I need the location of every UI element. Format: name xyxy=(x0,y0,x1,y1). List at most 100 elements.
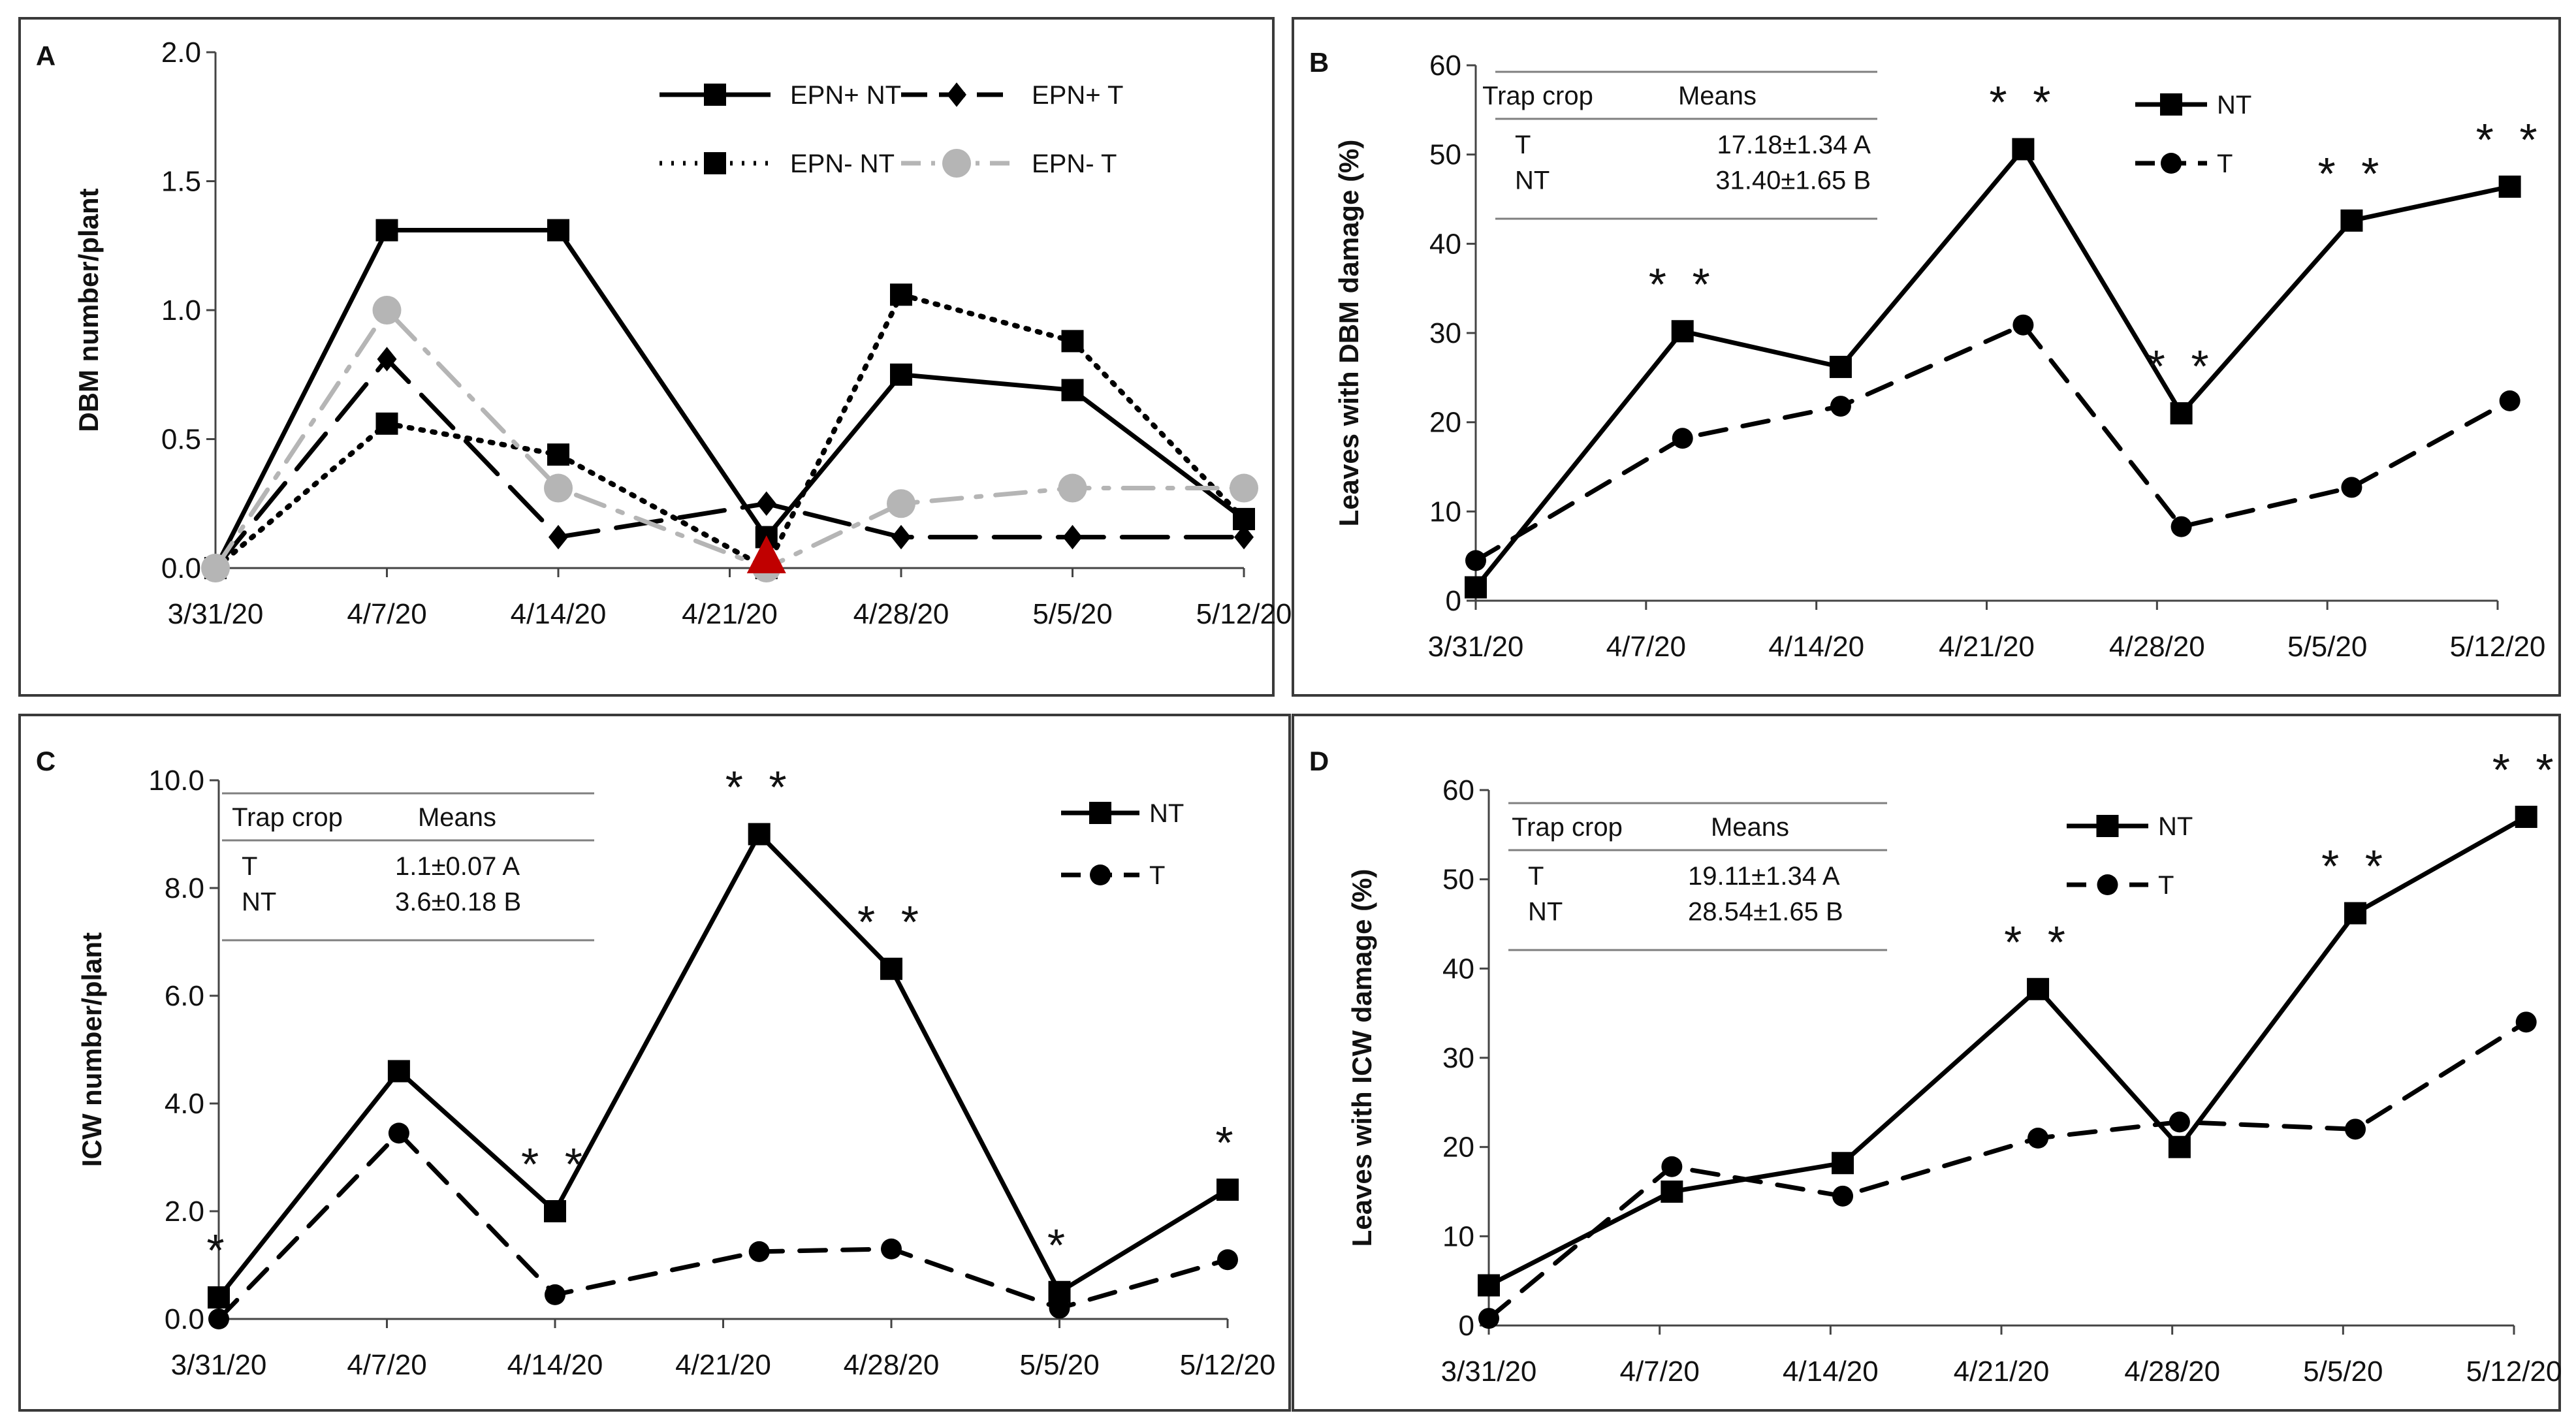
series-line xyxy=(216,1130,1230,1322)
y-tick-label: 2.0 xyxy=(165,1196,204,1228)
data-point xyxy=(1465,550,1486,571)
x-tick-label: 4/7/20 xyxy=(1606,631,1686,663)
data-point xyxy=(2168,1135,2191,1158)
x-tick-label: 3/31/20 xyxy=(1441,1356,1537,1388)
series-nt: NT xyxy=(1465,91,2521,599)
table-header: Trap crop xyxy=(232,803,343,832)
data-point xyxy=(1230,473,1258,503)
panel-D: D 0 10 20 30 40 50 60 3/31/20 4/7/20 4/14/20 4/21/2… xyxy=(1292,714,2562,1412)
series-line xyxy=(216,832,1230,1300)
y-tick-label: 30 xyxy=(1442,1042,1474,1074)
data-point xyxy=(547,443,569,466)
data-point xyxy=(2515,806,2537,828)
panel-C: C 0.0 2.0 4.0 6.0 8.0 10.0 3/31/20 4/7/20 4/14/20… xyxy=(18,714,1291,1412)
x-tick-label: 5/5/20 xyxy=(2287,631,2367,663)
data-point xyxy=(891,524,911,550)
series-t: T xyxy=(208,861,1238,1329)
panel-frame xyxy=(18,17,1275,697)
series-line xyxy=(1473,323,2513,563)
x-tick-label: 5/12/20 xyxy=(2450,631,2546,663)
data-point xyxy=(2027,1128,2049,1149)
data-point xyxy=(2341,477,2362,498)
data-point xyxy=(1465,576,1487,599)
y-tick-label: 20 xyxy=(1429,407,1461,439)
data-point xyxy=(544,473,573,503)
y-tick-label: 2.0 xyxy=(161,37,201,69)
legend-label: T xyxy=(1149,861,1165,890)
x-tick-label: 4/21/20 xyxy=(682,598,778,630)
legend-label: T xyxy=(2217,150,2233,178)
x-tick-label: 4/7/20 xyxy=(1619,1356,1699,1388)
data-point xyxy=(2170,402,2193,424)
x-tick-label: 3/31/20 xyxy=(1428,631,1524,663)
means-table: Trap crop Means T 19.11±1.34 A NT 28.54±1.65 … xyxy=(1508,802,1887,951)
legend-label: EPN+ NT xyxy=(790,81,901,110)
y-tick-label: 0.0 xyxy=(161,552,201,584)
data-point xyxy=(2345,1119,2366,1140)
significance-mark: * * xyxy=(2317,148,2385,199)
data-point xyxy=(1661,1181,1683,1203)
data-point xyxy=(1061,379,1084,402)
data-point xyxy=(208,1309,229,1329)
data-point xyxy=(1672,428,1693,449)
y-tick-label: 1.5 xyxy=(161,166,201,198)
panel-frame xyxy=(1292,17,2561,697)
significance-mark: * * xyxy=(725,762,793,813)
panel-letter: A xyxy=(36,40,56,71)
series-line xyxy=(213,357,1247,571)
x-tick-label: 4/14/20 xyxy=(1768,631,1864,663)
y-tick-label: 6.0 xyxy=(165,980,204,1012)
y-tick-label: 4.0 xyxy=(165,1088,204,1120)
series-t: T xyxy=(1465,150,2520,571)
y-tick-label: 60 xyxy=(1442,774,1474,806)
significance-mark: * * xyxy=(521,1139,589,1190)
table-cell: T xyxy=(242,852,257,881)
y-tick-label: 1.0 xyxy=(161,294,201,326)
table-cell: 1.1±0.07 A xyxy=(395,852,520,881)
data-point xyxy=(1661,1156,1683,1177)
panel-frame xyxy=(1292,714,2561,1412)
x-tick-label: 5/12/20 xyxy=(1196,598,1292,630)
y-tick-label: 10 xyxy=(1429,496,1461,528)
data-point xyxy=(887,489,915,518)
data-point xyxy=(880,957,902,980)
panel-A: A 0.0 0.5 1.0 1.5 2.0 3/31/20 4/7/20 4/14/20 4/21… xyxy=(18,17,1292,697)
significance-mark: * * xyxy=(1989,76,2057,127)
data-point xyxy=(377,347,397,372)
legend-label: EPN- NT xyxy=(790,150,895,178)
x-tick-label: 4/21/20 xyxy=(675,1349,771,1381)
significance-mark: * xyxy=(206,1225,231,1276)
data-point xyxy=(748,823,771,846)
y-tick-label: 50 xyxy=(1442,864,1474,896)
table-header: Means xyxy=(418,803,496,832)
data-point xyxy=(748,1241,770,1262)
data-point xyxy=(881,1238,902,1260)
panel-B: B 0 10 20 30 40 50 60 3/31/20 4/7/20 4/14/20 4/21/2… xyxy=(1292,17,2561,697)
significance-mark: * xyxy=(1215,1117,1239,1168)
significance-mark: * * xyxy=(857,896,925,947)
data-point xyxy=(2340,209,2363,232)
legend-label: NT xyxy=(2217,91,2251,119)
legend-label: NT xyxy=(1149,799,1184,828)
data-point xyxy=(1062,524,1083,550)
x-tick-label: 4/28/20 xyxy=(844,1349,940,1381)
data-point xyxy=(2499,390,2520,411)
data-point xyxy=(372,296,402,325)
data-point xyxy=(2344,902,2367,925)
significance-mark: * xyxy=(1047,1220,1072,1271)
table-header: Trap crop xyxy=(1512,813,1623,842)
data-point xyxy=(1049,1297,1070,1319)
data-point xyxy=(2515,1011,2537,1033)
x-tick-label: 4/14/20 xyxy=(1783,1356,1879,1388)
table-cell: NT xyxy=(1515,166,1550,195)
legend-marker xyxy=(2160,93,2182,116)
data-point xyxy=(2012,138,2035,161)
data-point xyxy=(890,283,912,306)
y-tick-label: 50 xyxy=(1429,139,1461,171)
y-tick-label: 10 xyxy=(1442,1220,1474,1252)
x-tick-label: 5/5/20 xyxy=(1019,1349,1099,1381)
data-point xyxy=(549,524,568,550)
x-tick-label: 4/28/20 xyxy=(2124,1356,2220,1388)
data-point xyxy=(756,491,776,516)
